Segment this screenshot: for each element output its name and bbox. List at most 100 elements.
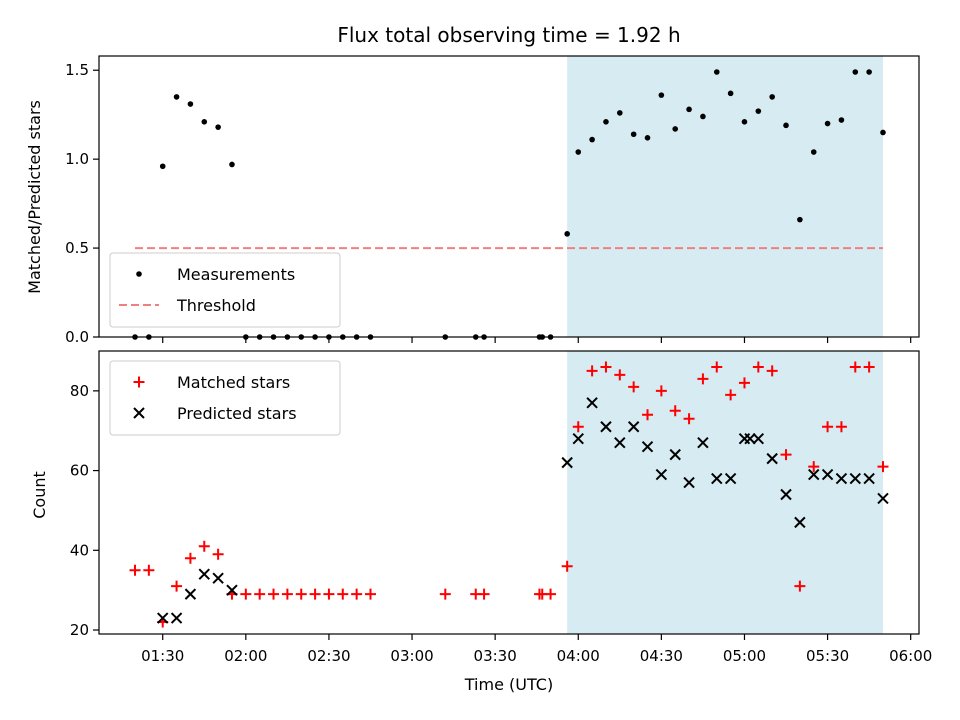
legend-entry-label: Matched stars — [177, 373, 290, 392]
matched-star-point — [337, 588, 349, 600]
measurement-point — [201, 119, 208, 125]
measurement-point — [824, 120, 831, 127]
measurement-point — [564, 231, 570, 237]
measurement-point — [589, 136, 595, 143]
matched-star-point — [642, 409, 654, 421]
matched-star-point — [822, 421, 834, 433]
x-tick-label: 05:30 — [806, 647, 849, 665]
predicted-star-point — [766, 452, 778, 465]
measurement-point — [630, 131, 637, 138]
x-tick-label: 04:00 — [557, 647, 600, 665]
bottom-legend: Matched stars Predicted stars — [109, 360, 341, 436]
y-tick-label: 80 — [70, 382, 89, 400]
y-tick-label: 1.5 — [65, 61, 89, 79]
predicted-star-point — [600, 421, 612, 433]
measurement-point — [644, 135, 651, 141]
y-tick-label: 40 — [70, 541, 89, 559]
matched-star-point — [572, 421, 584, 433]
x-tick-label: 01:30 — [141, 647, 184, 665]
predicted-star-point — [877, 492, 889, 505]
legend-entry-label: Threshold — [176, 296, 256, 315]
measurement-point — [686, 106, 692, 113]
matched-star-point — [752, 361, 764, 373]
predicted-star-point — [184, 588, 197, 600]
matched-star-point — [808, 461, 820, 473]
predicted-star-point — [641, 440, 654, 453]
measurement-point — [658, 92, 665, 98]
legend-box — [109, 360, 341, 436]
matched-star-point — [268, 588, 280, 600]
predicted-star-point — [614, 436, 626, 449]
predicted-star-point — [157, 612, 169, 624]
x-tick-label: 02:30 — [307, 647, 350, 665]
y-tick-label: 1.0 — [65, 150, 89, 168]
x-tick-label: 03:30 — [474, 647, 517, 665]
matched-star-point — [439, 588, 451, 600]
predicted-star-point — [198, 568, 210, 580]
predicted-star-point — [863, 472, 875, 485]
predicted-star-point — [697, 436, 709, 449]
y-tick-label: 0.0 — [65, 328, 89, 346]
predicted-star-point — [170, 612, 183, 624]
matched-star-point — [669, 405, 681, 417]
matched-star-point — [129, 564, 141, 576]
predicted-star-point — [821, 468, 834, 481]
measurement-point — [603, 119, 609, 125]
y-tick-label: 60 — [70, 462, 89, 480]
measurement-point — [769, 94, 775, 100]
measurement-point — [838, 117, 845, 123]
matched-star-point — [240, 588, 252, 600]
matched-star-point — [711, 361, 723, 373]
measurement-point — [700, 113, 706, 120]
measurement-point — [797, 216, 803, 223]
predicted-star-point — [744, 432, 756, 445]
matched-star-point — [254, 588, 266, 600]
predicted-star-point — [808, 468, 820, 481]
predicted-star-point — [669, 448, 681, 461]
x-axis-label: Time (UTC) — [464, 675, 553, 694]
top-axes-frame — [98, 55, 920, 338]
measurement-point — [810, 149, 817, 155]
measurement-point — [852, 69, 859, 75]
matched-star-point — [561, 560, 573, 572]
matched-star-point — [351, 588, 363, 600]
matched-star-point — [586, 365, 598, 377]
predicted-star-point — [561, 456, 573, 469]
measurement-point — [617, 110, 623, 116]
matched-star-point — [766, 365, 778, 377]
measurement-point — [187, 101, 194, 107]
matched-star-point — [295, 588, 307, 600]
matched-star-point — [184, 552, 196, 564]
matched-star-point — [171, 580, 183, 592]
matched-star-point — [198, 540, 210, 552]
matched-star-point — [697, 373, 709, 385]
y-tick-label: 20 — [70, 621, 89, 639]
matched-star-point — [364, 588, 376, 600]
x-tick-label: 06:00 — [889, 647, 932, 665]
predicted-star-point — [752, 432, 765, 445]
matched-star-point — [628, 381, 640, 393]
predicted-star-point — [212, 572, 224, 584]
x-tick-label: 02:00 — [224, 647, 267, 665]
matched-star-point — [478, 588, 490, 600]
predicted-star-point — [226, 584, 238, 596]
matched-star-point — [725, 389, 737, 401]
predicted-star-point — [627, 421, 640, 433]
matched-star-point — [212, 548, 224, 560]
predicted-star-point — [849, 472, 861, 485]
measurement-point — [173, 94, 180, 100]
counts-panel: 20 40 60 80 01:30 02:00 02:30 03:00 03:30 04:00 04… — [70, 350, 932, 665]
predicted-star-point — [586, 397, 598, 409]
measurement-point — [727, 90, 734, 97]
predicted-star-point — [835, 472, 848, 485]
matched-star-point — [877, 461, 889, 473]
predicted-star-point — [780, 488, 792, 501]
x-tick-label: 04:30 — [640, 647, 683, 665]
top-legend: Measurements Threshold — [109, 252, 341, 328]
top-y-axis-label: Matched/Predicted stars — [25, 100, 44, 294]
matched-star-point — [835, 421, 847, 433]
measurement-point — [713, 69, 720, 75]
bottom-y-axis-label: Count — [30, 471, 49, 519]
legend-entry-label: Predicted stars — [177, 404, 297, 423]
